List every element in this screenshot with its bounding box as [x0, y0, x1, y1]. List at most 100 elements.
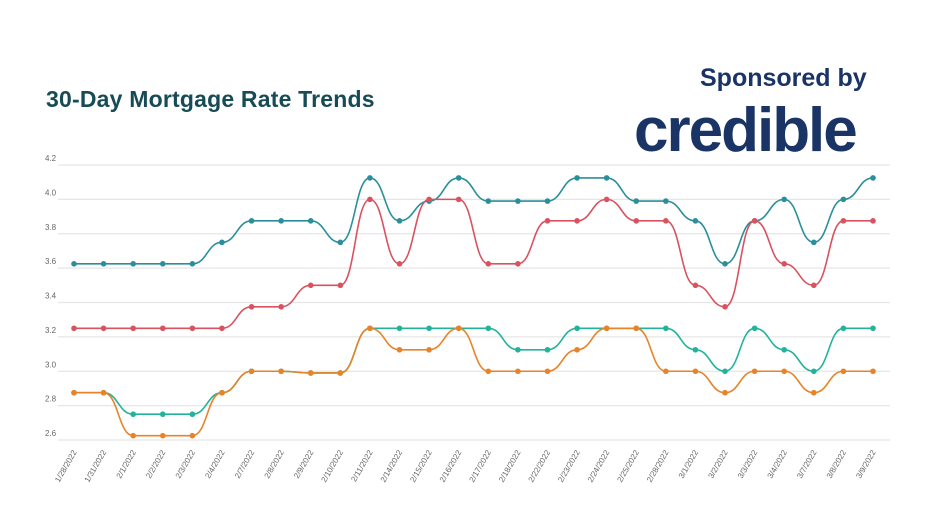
- data-point: [544, 218, 551, 224]
- x-tick-label: 3/9/2022: [854, 448, 878, 480]
- data-point: [574, 346, 580, 353]
- data-point: [278, 368, 284, 375]
- data-point: [100, 389, 107, 396]
- data-point: [426, 196, 432, 203]
- y-tick-label: 4.2: [45, 154, 57, 163]
- data-point: [515, 198, 521, 204]
- data-point: [485, 325, 492, 332]
- data-point: [544, 368, 551, 375]
- data-point: [692, 346, 699, 353]
- data-point: [811, 282, 817, 289]
- data-point: [811, 239, 817, 246]
- data-point: [485, 261, 492, 267]
- data-point: [781, 368, 788, 375]
- data-point: [663, 325, 669, 332]
- data-point: [189, 325, 196, 332]
- data-point: [367, 175, 373, 181]
- y-tick-label: 2.6: [45, 429, 57, 438]
- data-point: [781, 346, 788, 353]
- data-point: [603, 325, 610, 332]
- data-point: [337, 370, 344, 376]
- data-point: [130, 325, 136, 332]
- series-line-1: [73, 177, 874, 265]
- data-point: [307, 218, 314, 224]
- data-point: [455, 325, 462, 332]
- data-point: [219, 389, 225, 396]
- sponsor-text: Sponsored by: [700, 64, 867, 92]
- data-point: [781, 261, 788, 267]
- data-point: [189, 432, 196, 439]
- data-point: [633, 325, 640, 332]
- x-tick-label: 2/9/2022: [292, 448, 316, 480]
- data-point: [396, 325, 403, 332]
- data-point: [751, 218, 758, 224]
- credible-logo: credible: [634, 96, 858, 165]
- data-point: [71, 325, 77, 332]
- data-point: [455, 196, 462, 203]
- data-point: [307, 282, 314, 289]
- data-point: [396, 261, 403, 267]
- y-tick-label: 4.0: [45, 188, 57, 197]
- data-point: [603, 196, 610, 203]
- data-point: [870, 325, 876, 332]
- data-point: [515, 261, 521, 267]
- data-point: [307, 370, 314, 376]
- x-tick-label: 2/1/2022: [115, 448, 139, 480]
- data-point: [189, 411, 196, 418]
- y-tick-label: 3.4: [45, 292, 57, 301]
- data-point: [396, 218, 403, 224]
- series-line-2: [73, 198, 873, 330]
- series-line-4: [74, 327, 873, 437]
- x-tick-label: 3/3/2022: [736, 448, 760, 480]
- data-point: [870, 368, 876, 375]
- data-point: [278, 218, 284, 224]
- data-point: [751, 325, 758, 332]
- y-tick-label: 2.8: [45, 395, 57, 404]
- data-point: [840, 196, 847, 203]
- x-tick-label: 2/23/2022: [556, 448, 582, 484]
- data-point: [71, 389, 77, 396]
- data-point: [485, 368, 492, 375]
- data-point: [367, 325, 373, 332]
- x-tick-label: 3/4/2022: [766, 448, 790, 480]
- data-point: [426, 346, 432, 353]
- x-tick-label: 2/24/2022: [586, 448, 612, 484]
- x-tick-label: 3/1/2022: [677, 448, 701, 480]
- x-tick-label: 2/8/2022: [263, 448, 287, 480]
- x-tick-label: 2/16/2022: [438, 448, 464, 484]
- x-tick-label: 2/15/2022: [408, 448, 434, 484]
- x-tick-label: 2/22/2022: [527, 448, 553, 484]
- data-point: [248, 368, 255, 375]
- data-point: [811, 389, 817, 396]
- y-tick-label: 3.0: [45, 360, 57, 369]
- x-tick-label: 1/28/2022: [53, 448, 79, 484]
- data-point: [515, 346, 521, 353]
- data-point: [337, 239, 344, 246]
- data-point: [130, 261, 136, 267]
- data-point: [455, 175, 462, 181]
- x-tick-label: 1/31/2022: [83, 448, 109, 484]
- data-point: [485, 198, 492, 204]
- data-point: [367, 196, 373, 203]
- data-point: [722, 389, 728, 396]
- data-point: [692, 368, 699, 375]
- data-point: [515, 368, 521, 375]
- y-tick-label: 3.2: [45, 326, 57, 335]
- data-point: [811, 368, 817, 375]
- data-point: [722, 368, 728, 375]
- data-point: [159, 261, 166, 267]
- data-point: [396, 346, 403, 353]
- data-point: [71, 261, 77, 267]
- data-point: [692, 282, 699, 289]
- data-point: [100, 325, 107, 332]
- data-point: [663, 218, 669, 224]
- x-tick-label: 3/7/2022: [795, 448, 819, 480]
- data-point: [633, 198, 640, 204]
- data-point: [130, 411, 136, 418]
- y-tick-label: 3.6: [45, 257, 57, 266]
- data-point: [574, 175, 580, 181]
- data-point: [603, 175, 610, 181]
- x-tick-label: 2/11/2022: [349, 448, 375, 483]
- series-line-3: [74, 327, 873, 416]
